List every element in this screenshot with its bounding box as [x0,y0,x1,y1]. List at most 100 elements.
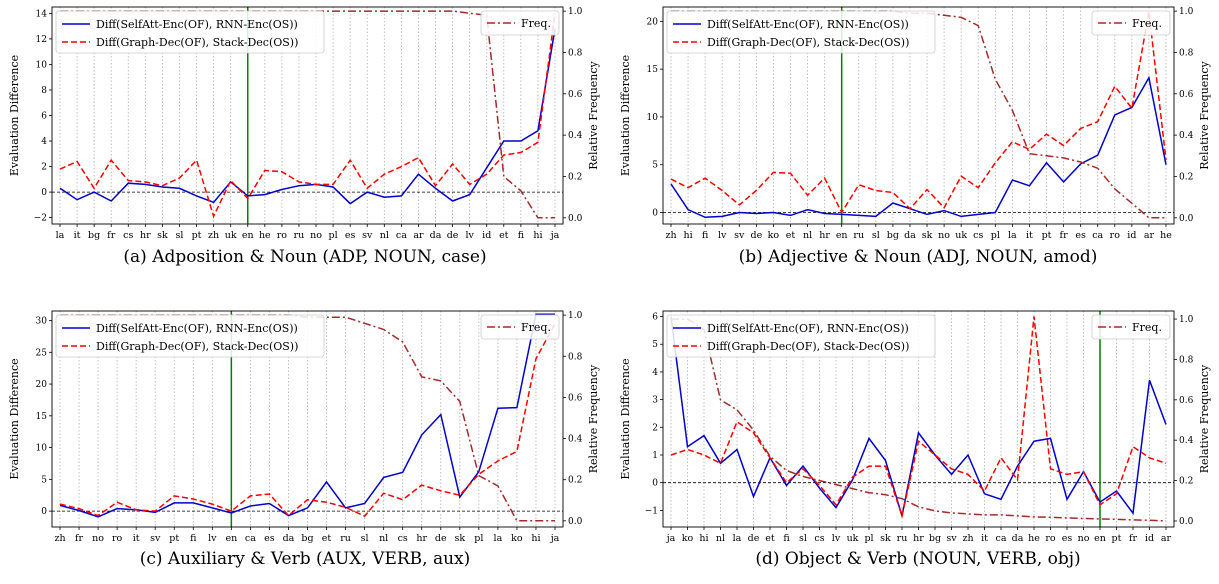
x-tick-label: da [1012,533,1024,544]
x-tick-label: la [494,533,503,544]
x-tick-label: et [786,230,796,241]
x-tick-label: hi [531,533,540,544]
x-tick-label: de [447,230,459,241]
panel-b: zh hi fi lv sv de ko et nl hr en ru sl bg da sk no uk cs pl… [619,6,1211,267]
y-tick-label: 15 [36,412,48,422]
x-tick-label: ja [666,533,676,544]
x-tick-label: et [765,533,775,544]
y-right-tick-label: 0.6 [568,90,583,100]
y-tick-label: 10 [36,444,48,454]
y-right-tick-label: 0.4 [1179,436,1194,446]
legend-label: Diff(Graph-Dec(OF), Stack-Dec(OS)) [707,340,909,353]
x-tick-label: hi [533,230,542,241]
y-tick-label: −2 [34,214,47,224]
x-tick-label: ru [294,230,305,241]
x-tick-label: ca [1092,230,1103,241]
x-tick-label: fr [1060,230,1069,241]
x-tick-label: et [499,230,509,241]
x-tick-label: hr [819,230,830,241]
panel-caption: (d) Object & Verb (NOUN, VERB, obj) [755,549,1080,569]
y-tick-label: 0 [41,188,47,198]
x-tick-label: sv [150,533,161,544]
plot-frame [662,310,1175,528]
x-tick-label: de [748,533,760,544]
y-tick-label: 4 [652,368,658,378]
x-tick-label: fr [75,533,84,544]
y-tick-label: 5 [41,475,47,485]
x-tick-label: es [1062,533,1073,544]
legend-label: Diff(Graph-Dec(OF), Stack-Dec(OS)) [96,36,298,49]
x-tick-label: uk [955,230,967,241]
y-right-tick-label: 0.6 [568,393,583,403]
y-axis-label: Evaluation Difference [8,55,21,176]
x-tick-label: ro [1045,533,1056,544]
x-tick-label: bg [887,230,899,241]
y-right-axis-label: Relative Frequency [1198,364,1211,473]
x-tick-label: ko [768,230,780,241]
y-right-axis-label: Relative Frequency [587,364,600,473]
x-tick-label: en [242,230,254,241]
y-right-tick-label: 0.0 [568,517,583,527]
x-tick-label: sv [734,230,745,241]
legend-box [480,10,560,36]
y-right-tick-label: 1.0 [568,311,583,321]
x-tick-label: uk [225,230,237,241]
x-tick-label: pt [192,230,202,241]
plot-frame [51,310,564,528]
x-tick-label: pt [1112,533,1122,544]
x-tick-label: nl [803,230,812,241]
legend-label: Diff(SelfAtt-Enc(OF), RNN-Enc(OS)) [707,18,909,31]
x-tick-label: ca [396,230,407,241]
legend-label: Freq. [521,321,551,334]
x-tick-label: he [259,230,271,241]
y-tick-label: 10 [36,60,48,70]
x-tick-label: ro [277,230,288,241]
x-tick-label: ru [853,230,864,241]
y-right-tick-label: 0.8 [1179,48,1194,58]
x-tick-label: da [904,230,916,241]
x-tick-label: zh [665,230,676,241]
legend-right: Freq. [480,10,560,36]
x-tick-label: sk [454,533,465,544]
x-tick-label: sk [880,533,891,544]
panel-caption: (a) Adposition & Noun (ADP, NOUN, case) [123,247,486,267]
x-tick-label: it [133,533,140,544]
y-tick-label: 10 [647,113,659,123]
plot-frame [662,6,1175,225]
series-line-0 [59,28,556,205]
legend-label: Diff(Graph-Dec(OF), Stack-Dec(OS)) [96,340,298,353]
y-tick-label: 6 [41,112,47,122]
x-tick-label: sl [176,230,184,241]
series-line-0 [670,75,1167,219]
x-tick-label: zh [54,533,65,544]
x-tick-label: en [1094,533,1106,544]
y-right-tick-label: 0.4 [568,131,583,141]
y-right-tick-label: 0.8 [568,48,583,58]
legend-left: Diff(SelfAtt-Enc(OF), RNN-Enc(OS)) Diff(G… [666,10,936,54]
x-tick-label: lv [208,533,217,544]
x-tick-label: nl [380,230,389,241]
x-tick-label: cs [973,230,983,241]
legend-box [666,314,936,358]
x-tick-label: sv [362,230,373,241]
y-tick-label: 6 [652,313,658,323]
y-right-tick-label: 0.0 [1179,517,1194,527]
x-tick-label: bg [88,230,100,241]
x-tick-label: da [283,533,295,544]
x-tick-label: pt [169,533,179,544]
x-tick-label: bg [929,533,941,544]
x-tick-label: no [1078,533,1090,544]
legend-left: Diff(SelfAtt-Enc(OF), RNN-Enc(OS)) Diff(G… [55,10,325,54]
y-axis-label: Evaluation Difference [619,358,632,479]
legend-label: Freq. [1132,321,1162,334]
series-line-1 [59,13,556,219]
x-tick-label: sk [157,230,168,241]
series-line-1 [59,323,556,518]
x-tick-label: no [310,230,322,241]
y-right-tick-label: 1.0 [568,7,583,17]
x-tick-label: fi [783,533,790,544]
x-tick-label: ko [682,533,694,544]
y-tick-label: 0 [652,209,658,219]
x-tick-label: lv [465,230,474,241]
legend-left: Diff(SelfAtt-Enc(OF), RNN-Enc(OS)) Diff(G… [666,314,936,358]
